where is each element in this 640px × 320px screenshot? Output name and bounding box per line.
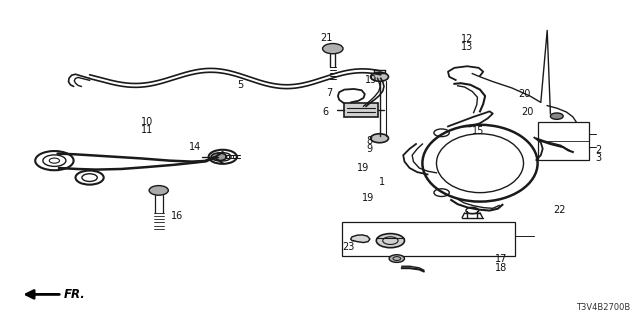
- Text: T3V4B2700B: T3V4B2700B: [576, 303, 630, 312]
- Text: 3: 3: [595, 153, 602, 164]
- Circle shape: [149, 186, 168, 195]
- Text: 8: 8: [367, 136, 373, 146]
- Text: 5: 5: [237, 80, 243, 90]
- Polygon shape: [351, 235, 370, 243]
- Bar: [342, 222, 515, 256]
- Text: 17: 17: [495, 253, 507, 264]
- Bar: [344, 103, 378, 117]
- Circle shape: [323, 44, 343, 54]
- Text: 12: 12: [461, 34, 473, 44]
- Text: FR.: FR.: [64, 288, 86, 301]
- Text: 21: 21: [320, 33, 332, 44]
- Text: 13: 13: [461, 42, 473, 52]
- Text: 1: 1: [379, 177, 385, 188]
- Circle shape: [211, 153, 227, 161]
- Bar: [538, 122, 589, 160]
- Text: 20: 20: [522, 107, 534, 117]
- Circle shape: [389, 255, 404, 262]
- Text: 6: 6: [322, 107, 328, 117]
- Text: 23: 23: [342, 242, 355, 252]
- Circle shape: [371, 72, 388, 81]
- Text: 2: 2: [595, 145, 602, 156]
- Text: 19: 19: [357, 163, 369, 173]
- Text: 10: 10: [141, 116, 153, 127]
- Text: 20: 20: [518, 89, 531, 100]
- Text: 9: 9: [367, 144, 373, 154]
- Circle shape: [371, 134, 388, 143]
- Circle shape: [376, 234, 404, 248]
- Text: 19: 19: [365, 75, 377, 85]
- Text: 14: 14: [189, 142, 202, 152]
- Text: 16: 16: [171, 211, 183, 221]
- Text: 19: 19: [362, 193, 374, 204]
- Text: 7: 7: [326, 88, 333, 98]
- Text: 15: 15: [472, 126, 484, 136]
- Text: 18: 18: [495, 263, 507, 273]
- Text: 22: 22: [554, 204, 566, 215]
- FancyArrowPatch shape: [26, 291, 60, 298]
- Circle shape: [550, 113, 563, 119]
- Text: 11: 11: [141, 124, 153, 135]
